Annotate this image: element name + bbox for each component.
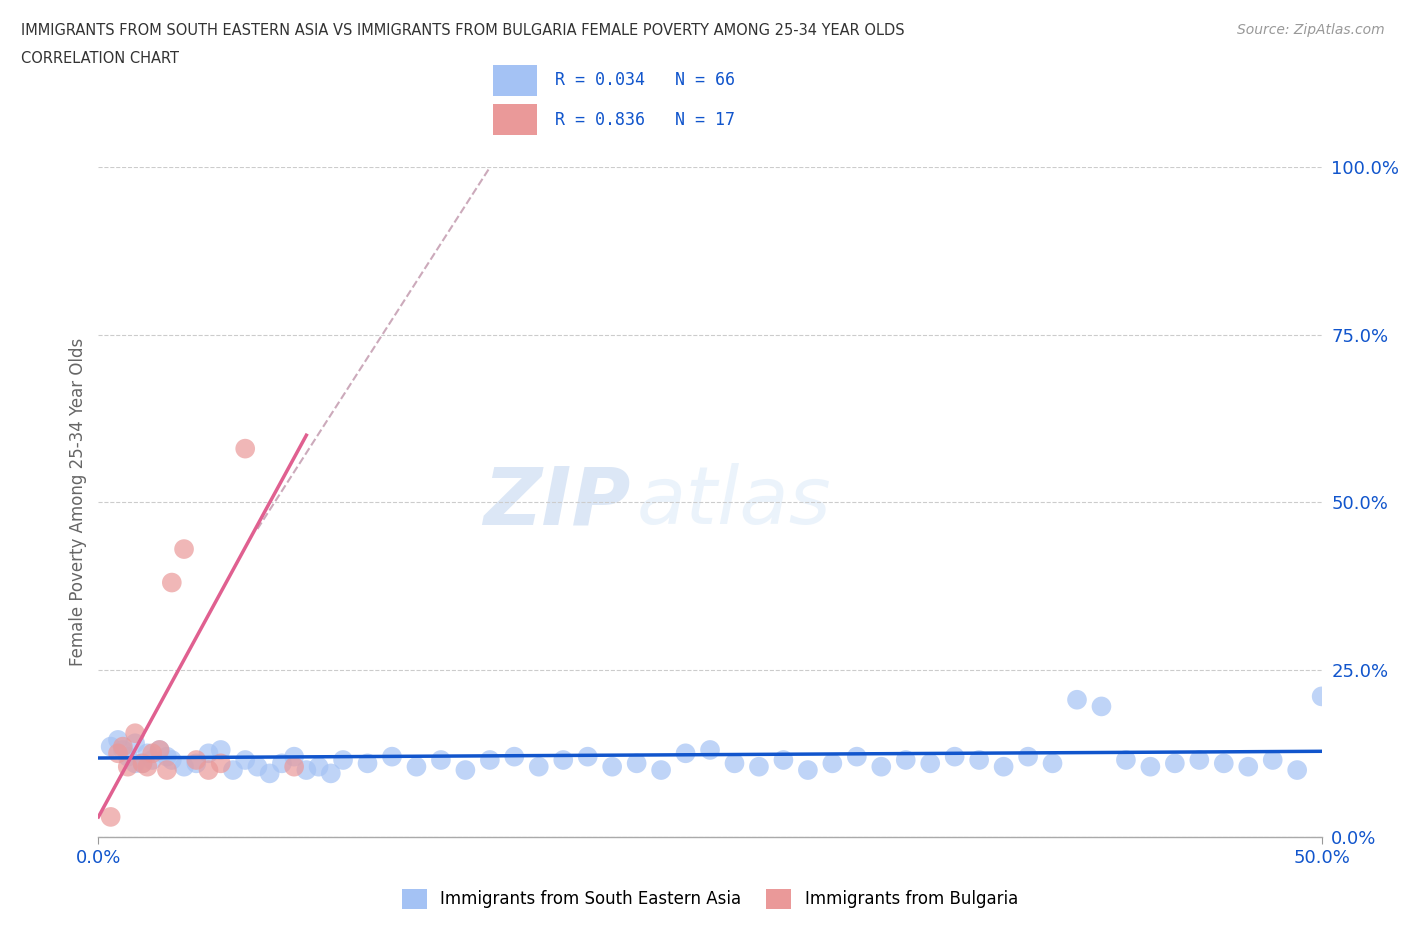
Point <box>233 752 256 767</box>
Point <box>1286 763 1309 777</box>
Point <box>111 742 134 757</box>
Point <box>943 750 966 764</box>
Point <box>381 750 404 764</box>
Point <box>845 750 868 764</box>
Point <box>1115 752 1137 767</box>
Point <box>650 763 672 777</box>
Point <box>186 756 208 771</box>
Point <box>748 759 770 774</box>
Point <box>332 752 354 767</box>
Legend: Immigrants from South Eastern Asia, Immigrants from Bulgaria: Immigrants from South Eastern Asia, Immi… <box>395 882 1025 916</box>
Point <box>107 733 129 748</box>
Point <box>141 746 163 761</box>
Point <box>308 759 330 774</box>
Point <box>1164 756 1187 771</box>
Point <box>920 756 942 771</box>
Point <box>100 809 122 824</box>
Text: R = 0.836   N = 17: R = 0.836 N = 17 <box>555 111 735 129</box>
Point <box>197 763 219 777</box>
Point <box>117 750 139 764</box>
Point <box>894 752 917 767</box>
Point <box>222 763 245 777</box>
Point <box>173 541 195 556</box>
Point <box>197 746 219 761</box>
Point <box>1017 750 1039 764</box>
Point <box>967 752 990 767</box>
Point <box>454 763 477 777</box>
Text: IMMIGRANTS FROM SOUTH EASTERN ASIA VS IMMIGRANTS FROM BULGARIA FEMALE POVERTY AM: IMMIGRANTS FROM SOUTH EASTERN ASIA VS IM… <box>21 23 904 38</box>
Point <box>117 759 139 774</box>
Point <box>131 756 153 771</box>
Point <box>124 725 146 740</box>
Point <box>149 742 172 757</box>
Text: Source: ZipAtlas.com: Source: ZipAtlas.com <box>1237 23 1385 37</box>
Point <box>797 763 820 777</box>
Point <box>160 752 183 767</box>
Point <box>141 752 163 767</box>
Point <box>626 756 648 771</box>
Point <box>1237 759 1260 774</box>
Point <box>100 739 122 754</box>
Point <box>319 766 342 781</box>
Point <box>246 759 269 774</box>
Point <box>870 759 893 774</box>
Point <box>1090 699 1112 714</box>
Point <box>209 756 232 771</box>
Point <box>186 752 208 767</box>
Text: CORRELATION CHART: CORRELATION CHART <box>21 51 179 66</box>
Point <box>1066 692 1088 707</box>
Y-axis label: Female Poverty Among 25-34 Year Olds: Female Poverty Among 25-34 Year Olds <box>69 339 87 666</box>
Point <box>356 756 378 771</box>
Point <box>131 756 153 771</box>
Bar <box>492 65 537 96</box>
Point <box>1139 759 1161 774</box>
Bar <box>492 104 537 136</box>
Point <box>233 441 256 456</box>
Point <box>1261 752 1284 767</box>
Point <box>576 750 599 764</box>
Point <box>1188 752 1211 767</box>
Point <box>136 759 159 774</box>
Point <box>478 752 501 767</box>
Point <box>772 752 794 767</box>
Point <box>553 752 575 767</box>
Point <box>723 756 745 771</box>
Point <box>405 759 427 774</box>
Text: atlas: atlas <box>637 463 831 541</box>
Point <box>124 756 146 771</box>
Point <box>993 759 1015 774</box>
Point <box>111 739 134 754</box>
Point <box>821 756 844 771</box>
Text: R = 0.034   N = 66: R = 0.034 N = 66 <box>555 71 735 89</box>
Point <box>1310 689 1333 704</box>
Point <box>295 763 318 777</box>
Point <box>149 742 172 757</box>
Point <box>160 575 183 590</box>
Point <box>124 736 146 751</box>
Point <box>600 759 623 774</box>
Point <box>259 766 281 781</box>
Point <box>283 759 305 774</box>
Point <box>209 742 232 757</box>
Point <box>430 752 453 767</box>
Point <box>699 742 721 757</box>
Point <box>283 750 305 764</box>
Point <box>1042 756 1064 771</box>
Text: ZIP: ZIP <box>484 463 630 541</box>
Point <box>136 746 159 761</box>
Point <box>527 759 550 774</box>
Point <box>107 746 129 761</box>
Point <box>156 750 179 764</box>
Point <box>1212 756 1234 771</box>
Point <box>270 756 294 771</box>
Point <box>173 759 195 774</box>
Point <box>503 750 526 764</box>
Point <box>675 746 697 761</box>
Point <box>156 763 179 777</box>
